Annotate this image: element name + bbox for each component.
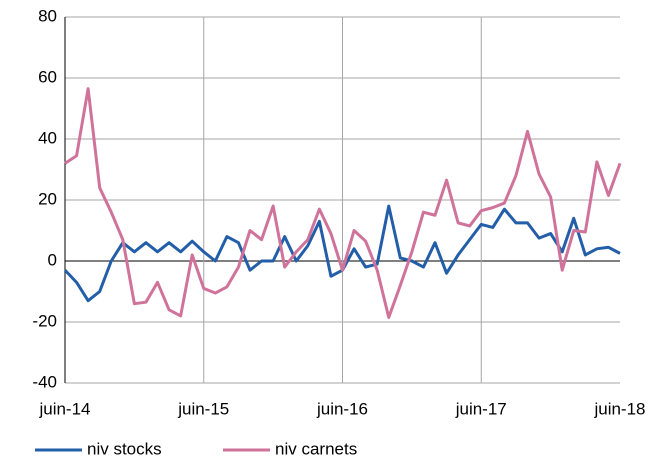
x-tick-label: juin-17 xyxy=(455,399,507,418)
y-tick-label: 40 xyxy=(38,128,57,147)
legend-label: niv stocks xyxy=(87,439,162,458)
x-tick-label: juin-14 xyxy=(38,399,90,418)
y-tick-label: 20 xyxy=(38,189,57,208)
y-tick-label: -20 xyxy=(32,311,57,330)
y-tick-label: 80 xyxy=(38,6,57,25)
y-tick-label: 60 xyxy=(38,67,57,86)
x-tick-label: juin-15 xyxy=(177,399,229,418)
x-tick-label: juin-18 xyxy=(593,399,645,418)
series-line xyxy=(64,87,622,319)
y-tick-label: -40 xyxy=(32,372,57,391)
x-tick-label: juin-16 xyxy=(316,399,368,418)
y-tick-label: 0 xyxy=(48,250,57,269)
legend-label: niv carnets xyxy=(275,439,357,458)
